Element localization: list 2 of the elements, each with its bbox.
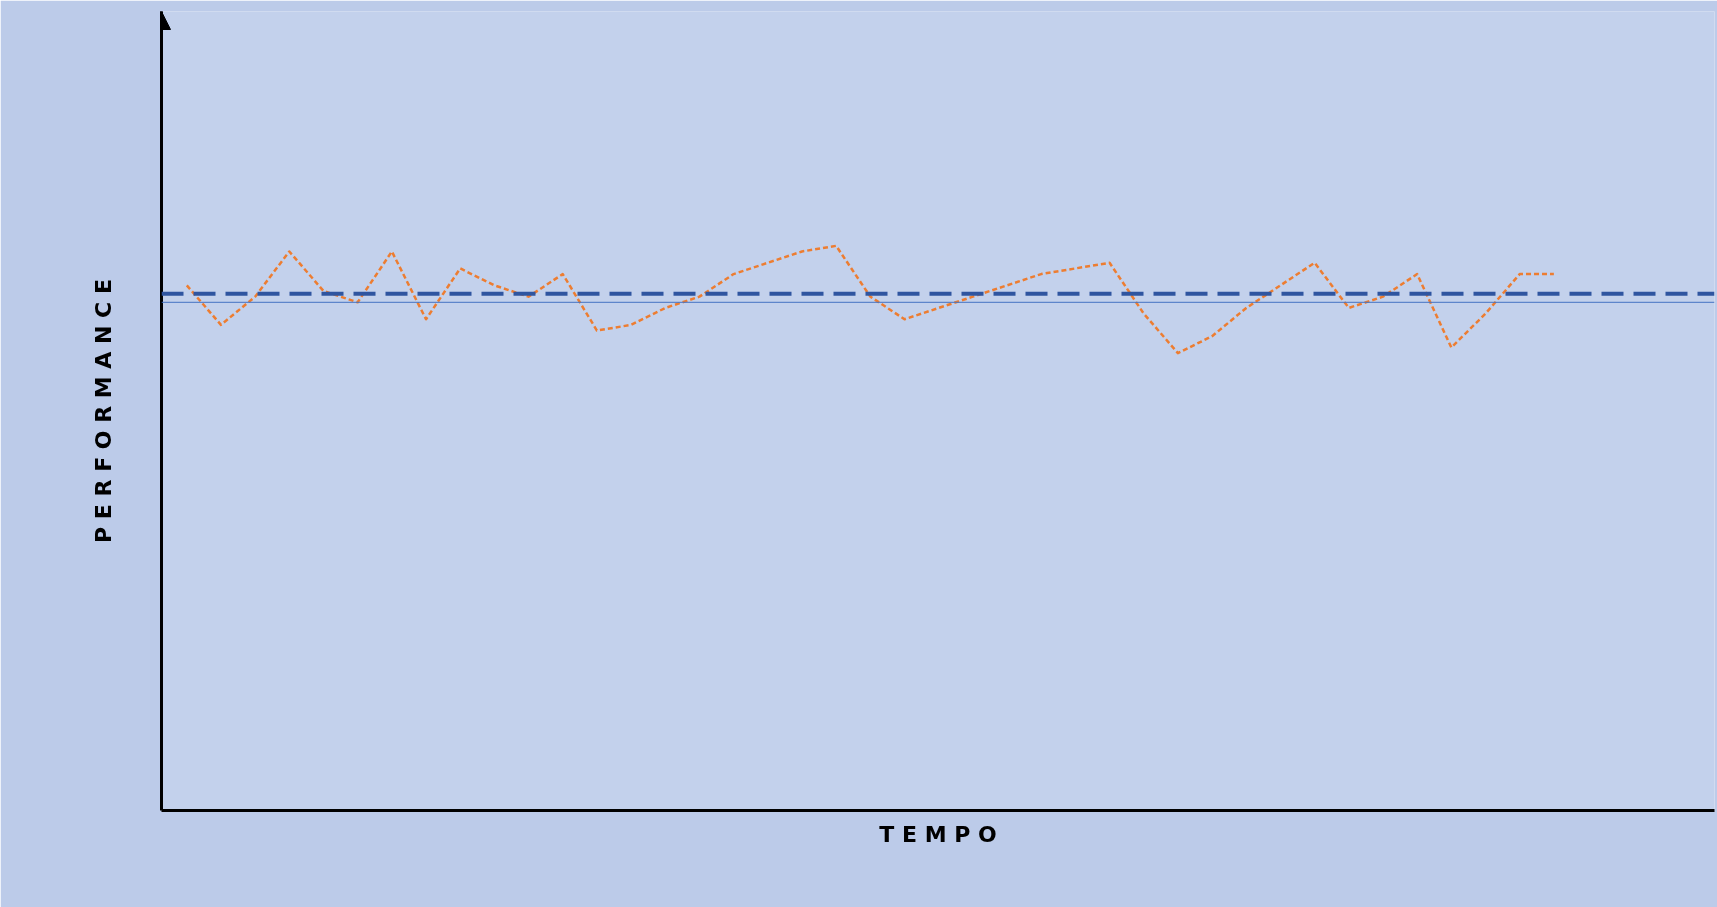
x-axis-title: T E M P O [879, 821, 997, 847]
y-axis-title: P E R F O R M A N C E [90, 279, 116, 543]
